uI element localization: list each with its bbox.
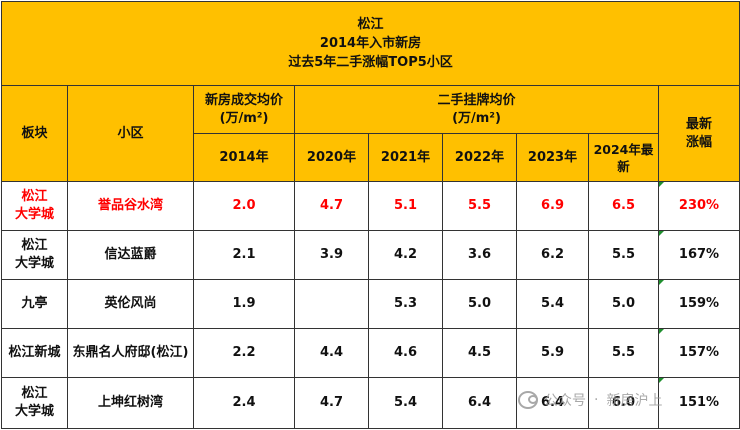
bankuai-line-1: 松江 — [21, 189, 48, 204]
cell-xiaoqu: 誉品谷水湾 — [67, 181, 194, 231]
header-year-2021: 2021年 — [368, 133, 443, 182]
cell-2023: 5.9 — [516, 328, 589, 378]
header-second-price-label: 二手挂牌均价 — [437, 92, 516, 108]
cell-2021: 5.3 — [368, 279, 443, 329]
title-row: 松江 2014年入市新房 过去5年二手涨幅TOP5小区 — [0, 1, 740, 86]
cell-2021: 5.1 — [368, 181, 443, 231]
watermark-part2: 新房沪上 — [606, 393, 663, 409]
wechat-icon — [518, 391, 538, 409]
header-new-price: 新房成交均价 (万/m²) — [193, 85, 295, 134]
title-line-1: 松江 — [357, 17, 384, 32]
table-row: 松江 大学城 上坤红树湾 2.4 4.7 5.4 6.4 6.4 6.0 151… — [1, 377, 740, 429]
bankuai-line-1: 松江 — [21, 238, 48, 253]
cell-bankuai: 松江 大学城 — [1, 377, 68, 429]
cell-2022: 5.0 — [442, 279, 517, 329]
bankuai-line-2: 大学城 — [14, 207, 54, 222]
cell-new-price: 2.2 — [193, 328, 295, 378]
header-xiaoqu: 小区 — [67, 85, 194, 182]
cell-2022: 3.6 — [442, 230, 517, 280]
cell-new-price: 2.0 — [193, 181, 295, 231]
watermark-part1: 公众号 — [544, 393, 586, 409]
header-latest-label: 最新 — [686, 116, 713, 132]
table-row: 松江新城 东鼎名人府邸(松江) 2.2 4.4 4.6 4.5 5.9 5.5 … — [1, 328, 740, 378]
watermark-separator: · — [594, 392, 599, 408]
cell-2020: 4.7 — [294, 181, 369, 231]
cell-bankuai: 九亭 — [1, 279, 68, 329]
table-title: 松江 2014年入市新房 过去5年二手涨幅TOP5小区 — [0, 1, 740, 86]
cell-rise: 167% — [657, 230, 740, 280]
cell-2022: 4.5 — [442, 328, 517, 378]
cell-xiaoqu: 信达蓝爵 — [67, 230, 194, 280]
header-year-2023: 2023年 — [516, 133, 589, 182]
cell-2022: 6.4 — [442, 377, 517, 429]
bankuai-line-2: 大学城 — [14, 256, 54, 271]
cell-2024: 6.0 — [588, 377, 659, 429]
header-row-2: 2014年 2020年 2021年 2022年 2023年 2024年最新 — [2, 133, 740, 182]
cell-new-price: 2.4 — [193, 377, 295, 429]
cell-bankuai: 松江新城 — [1, 328, 68, 378]
table-row: 松江 大学城 誉品谷水湾 2.0 4.7 5.1 5.5 6.9 6.5 230… — [1, 181, 740, 231]
bankuai-line-1: 松江 — [21, 386, 48, 401]
cell-2022: 5.5 — [442, 181, 517, 231]
header-second-price-unit: (万/m²) — [452, 110, 501, 126]
bankuai-line-2: 大学城 — [14, 404, 54, 419]
title-line-3: 过去5年二手涨幅TOP5小区 — [288, 55, 453, 70]
header-year-2022: 2022年 — [442, 133, 517, 182]
watermark: 公众号 · 新房沪上 — [518, 389, 662, 411]
cell-2023: 6.2 — [516, 230, 589, 280]
cell-2023: 5.4 — [516, 279, 589, 329]
cell-xiaoqu: 东鼎名人府邸(松江) — [67, 328, 194, 378]
cell-2021: 4.6 — [368, 328, 443, 378]
cell-2023: 6.9 — [516, 181, 589, 231]
cell-rise: 230% — [657, 181, 740, 231]
header-year-2024: 2024年最新 — [588, 133, 659, 182]
cell-2024: 5.5 — [588, 230, 659, 280]
cell-2020: 4.7 — [294, 377, 369, 429]
cell-rise: 151% — [657, 377, 740, 429]
cell-2024: 6.5 — [588, 181, 659, 231]
header-latest-rise: 最新 涨幅 — [657, 85, 740, 182]
header-second-price: 二手挂牌均价 (万/m²) — [294, 85, 659, 134]
title-line-2: 2014年入市新房 — [319, 36, 422, 51]
header-year-2014: 2014年 — [193, 133, 295, 182]
cell-2024: 5.5 — [588, 328, 659, 378]
cell-bankuai: 松江 大学城 — [1, 181, 68, 231]
cell-new-price: 2.1 — [193, 230, 295, 280]
cell-2020 — [294, 279, 369, 329]
cell-new-price: 1.9 — [193, 279, 295, 329]
table-row: 九亭 英伦风尚 1.9 5.3 5.0 5.4 5.0 159% — [1, 279, 740, 329]
header-row-1: 板块 小区 新房成交均价 (万/m²) 二手挂牌均价 (万/m²) 最新 涨幅 — [1, 85, 740, 182]
cell-rise: 159% — [657, 279, 740, 329]
cell-2020: 3.9 — [294, 230, 369, 280]
header-year-2020: 2020年 — [294, 133, 369, 182]
cell-rise: 157% — [657, 328, 740, 378]
header-bankuai: 板块 — [1, 85, 68, 182]
cell-xiaoqu: 英伦风尚 — [67, 279, 194, 329]
table-row: 松江 大学城 信达蓝爵 2.1 3.9 4.2 3.6 6.2 5.5 167% — [1, 230, 740, 280]
cell-bankuai: 松江 大学城 — [1, 230, 68, 280]
header-rise-label: 涨幅 — [686, 134, 713, 150]
cell-2020: 4.4 — [294, 328, 369, 378]
cell-2021: 5.4 — [368, 377, 443, 429]
cell-xiaoqu: 上坤红树湾 — [67, 377, 194, 429]
cell-2021: 4.2 — [368, 230, 443, 280]
header-new-price-unit: (万/m²) — [219, 110, 269, 126]
header-new-price-label: 新房成交均价 — [204, 92, 283, 108]
cell-2024: 5.0 — [588, 279, 659, 329]
